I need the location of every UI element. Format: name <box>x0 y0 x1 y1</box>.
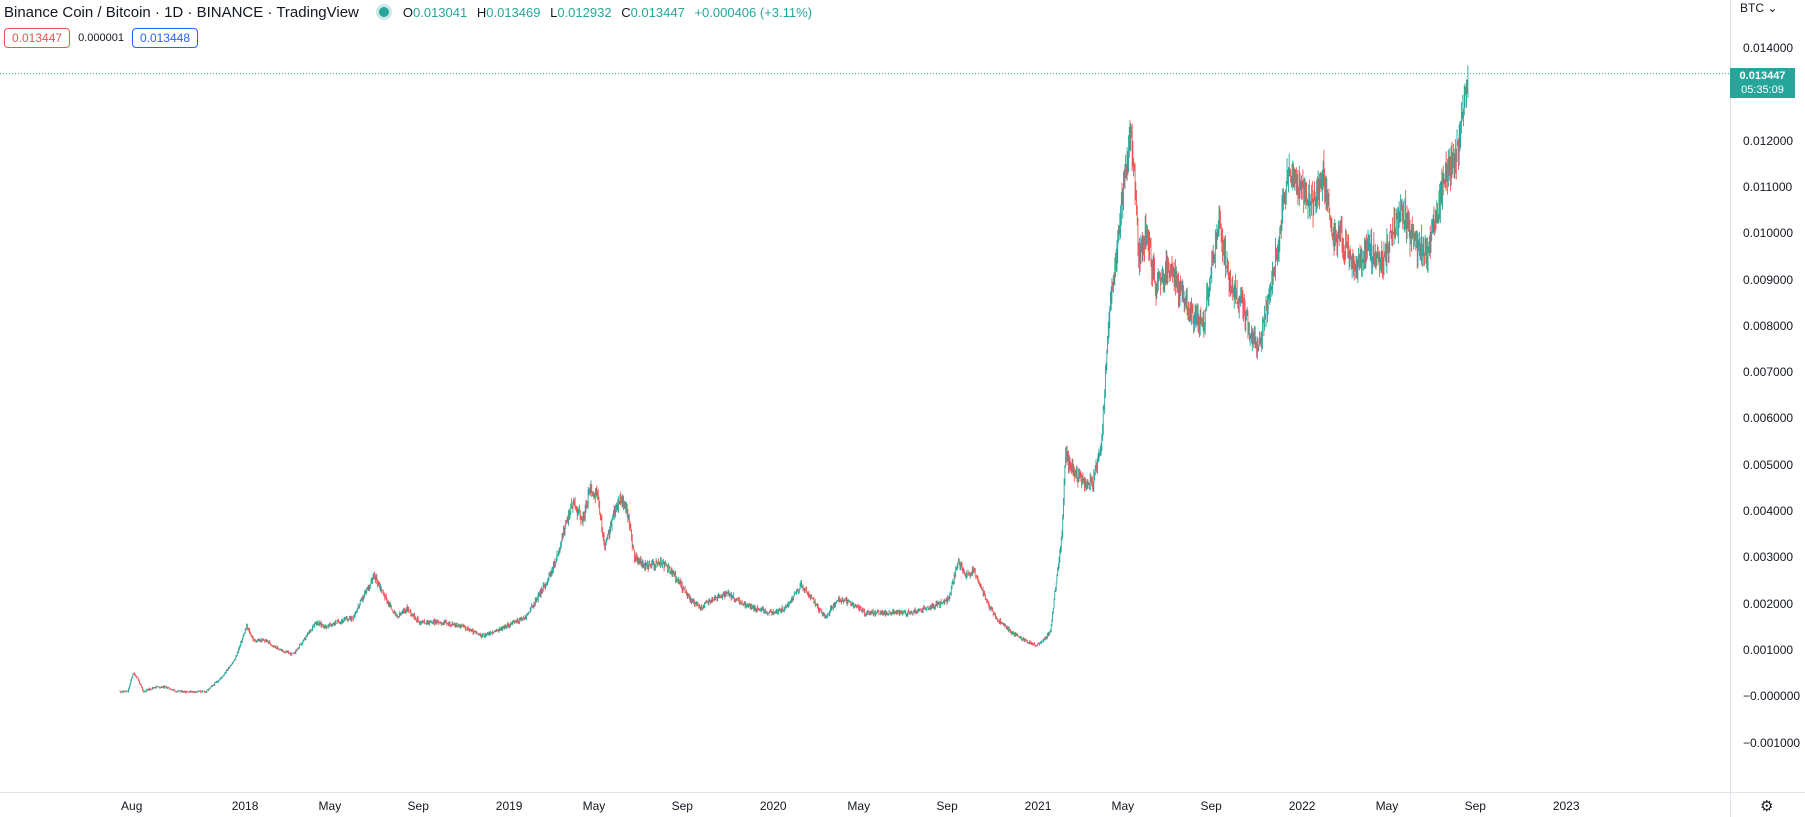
candlestick-chart[interactable] <box>0 0 1730 792</box>
price-tick-label: 0.010000 <box>1743 226 1794 241</box>
time-axis[interactable]: Aug 2018 May Sep 2019 May Sep 2020 May Sep 2021 May… <box>0 792 1730 817</box>
price-tick-label: 0.011000 <box>1743 179 1793 194</box>
time-tick-label: 2022 <box>1288 799 1316 813</box>
time-tick-label: 2020 <box>759 799 787 813</box>
time-tick-label: May <box>847 799 871 813</box>
settings-gear-icon[interactable]: ⚙ <box>1760 798 1774 815</box>
time-tick-label: Sep <box>1464 799 1486 813</box>
time-tick-label: Sep <box>936 799 958 813</box>
sell-price-button[interactable]: 0.013447 <box>4 28 71 48</box>
time-tick-label: 2019 <box>495 799 523 813</box>
price-tick-label: −0.000000 <box>1743 689 1801 704</box>
price-tick-label: 0.006000 <box>1743 411 1794 426</box>
time-tick-label: Aug <box>121 799 143 813</box>
last-price-value: 0.013447 <box>1739 70 1786 82</box>
price-tick-label: 0.007000 <box>1743 365 1794 380</box>
ohlc-legend: O0.013041 H0.013469 L0.012932 C0.013447 … <box>403 5 818 20</box>
time-tick-label: Sep <box>1200 799 1222 813</box>
time-tick-label: May <box>582 799 606 813</box>
price-tick-label: 0.009000 <box>1743 272 1794 287</box>
currency-unit-label: BTC <box>1740 1 1764 15</box>
price-tick-label: 0.002000 <box>1743 596 1794 611</box>
open-label: O <box>402 4 413 20</box>
close-value: 0.013447 <box>630 4 685 20</box>
bar-countdown: 05:35:09 <box>1741 84 1784 96</box>
price-axis[interactable]: 0.0140000.0130000.0120000.0110000.010000… <box>1730 0 1805 792</box>
last-price-tag: 0.013447 05:35:09 <box>1730 68 1795 98</box>
change-value: +0.000406 (+3.11%) <box>694 4 813 20</box>
high-value: 0.013469 <box>486 4 541 20</box>
symbol-title[interactable]: Binance Coin / Bitcoin · 1D · BINANCE · … <box>4 3 359 21</box>
market-open-indicator-icon <box>378 7 389 17</box>
time-tick-label: 2021 <box>1024 799 1052 813</box>
low-label: L <box>550 4 558 20</box>
time-tick-label: Sep <box>407 799 429 813</box>
spread-value: 0.000001 <box>78 32 124 44</box>
buy-price-button[interactable]: 0.013448 <box>131 28 199 48</box>
price-tick-label: 0.014000 <box>1743 41 1794 55</box>
time-tick-label: Sep <box>671 799 693 813</box>
currency-unit-dropdown[interactable]: BTC ⌄ <box>1740 1 1778 15</box>
time-tick-label: 2023 <box>1552 799 1580 813</box>
chart-header: Binance Coin / Bitcoin · 1D · BINANCE · … <box>4 2 818 22</box>
price-tick-label: 0.005000 <box>1743 457 1794 472</box>
open-value: 0.013041 <box>413 4 468 20</box>
time-tick-label: May <box>318 799 342 813</box>
price-tick-label: 0.008000 <box>1743 318 1794 333</box>
high-label: H <box>476 4 487 20</box>
time-tick-label: May <box>1375 799 1399 813</box>
quote-badges: 0.013447 0.000001 0.013448 <box>4 28 199 48</box>
price-tick-label: 0.003000 <box>1743 550 1794 565</box>
time-tick-label: 2018 <box>231 799 259 813</box>
price-tick-label: 0.001000 <box>1743 642 1794 657</box>
time-tick-label: May <box>1111 799 1135 813</box>
price-tick-label: −0.001000 <box>1743 735 1801 750</box>
low-value: 0.012932 <box>557 4 612 20</box>
close-label: C <box>621 4 631 20</box>
price-tick-label: 0.012000 <box>1743 133 1794 148</box>
price-tick-label: 0.004000 <box>1743 504 1794 518</box>
axis-corner <box>1730 792 1805 817</box>
